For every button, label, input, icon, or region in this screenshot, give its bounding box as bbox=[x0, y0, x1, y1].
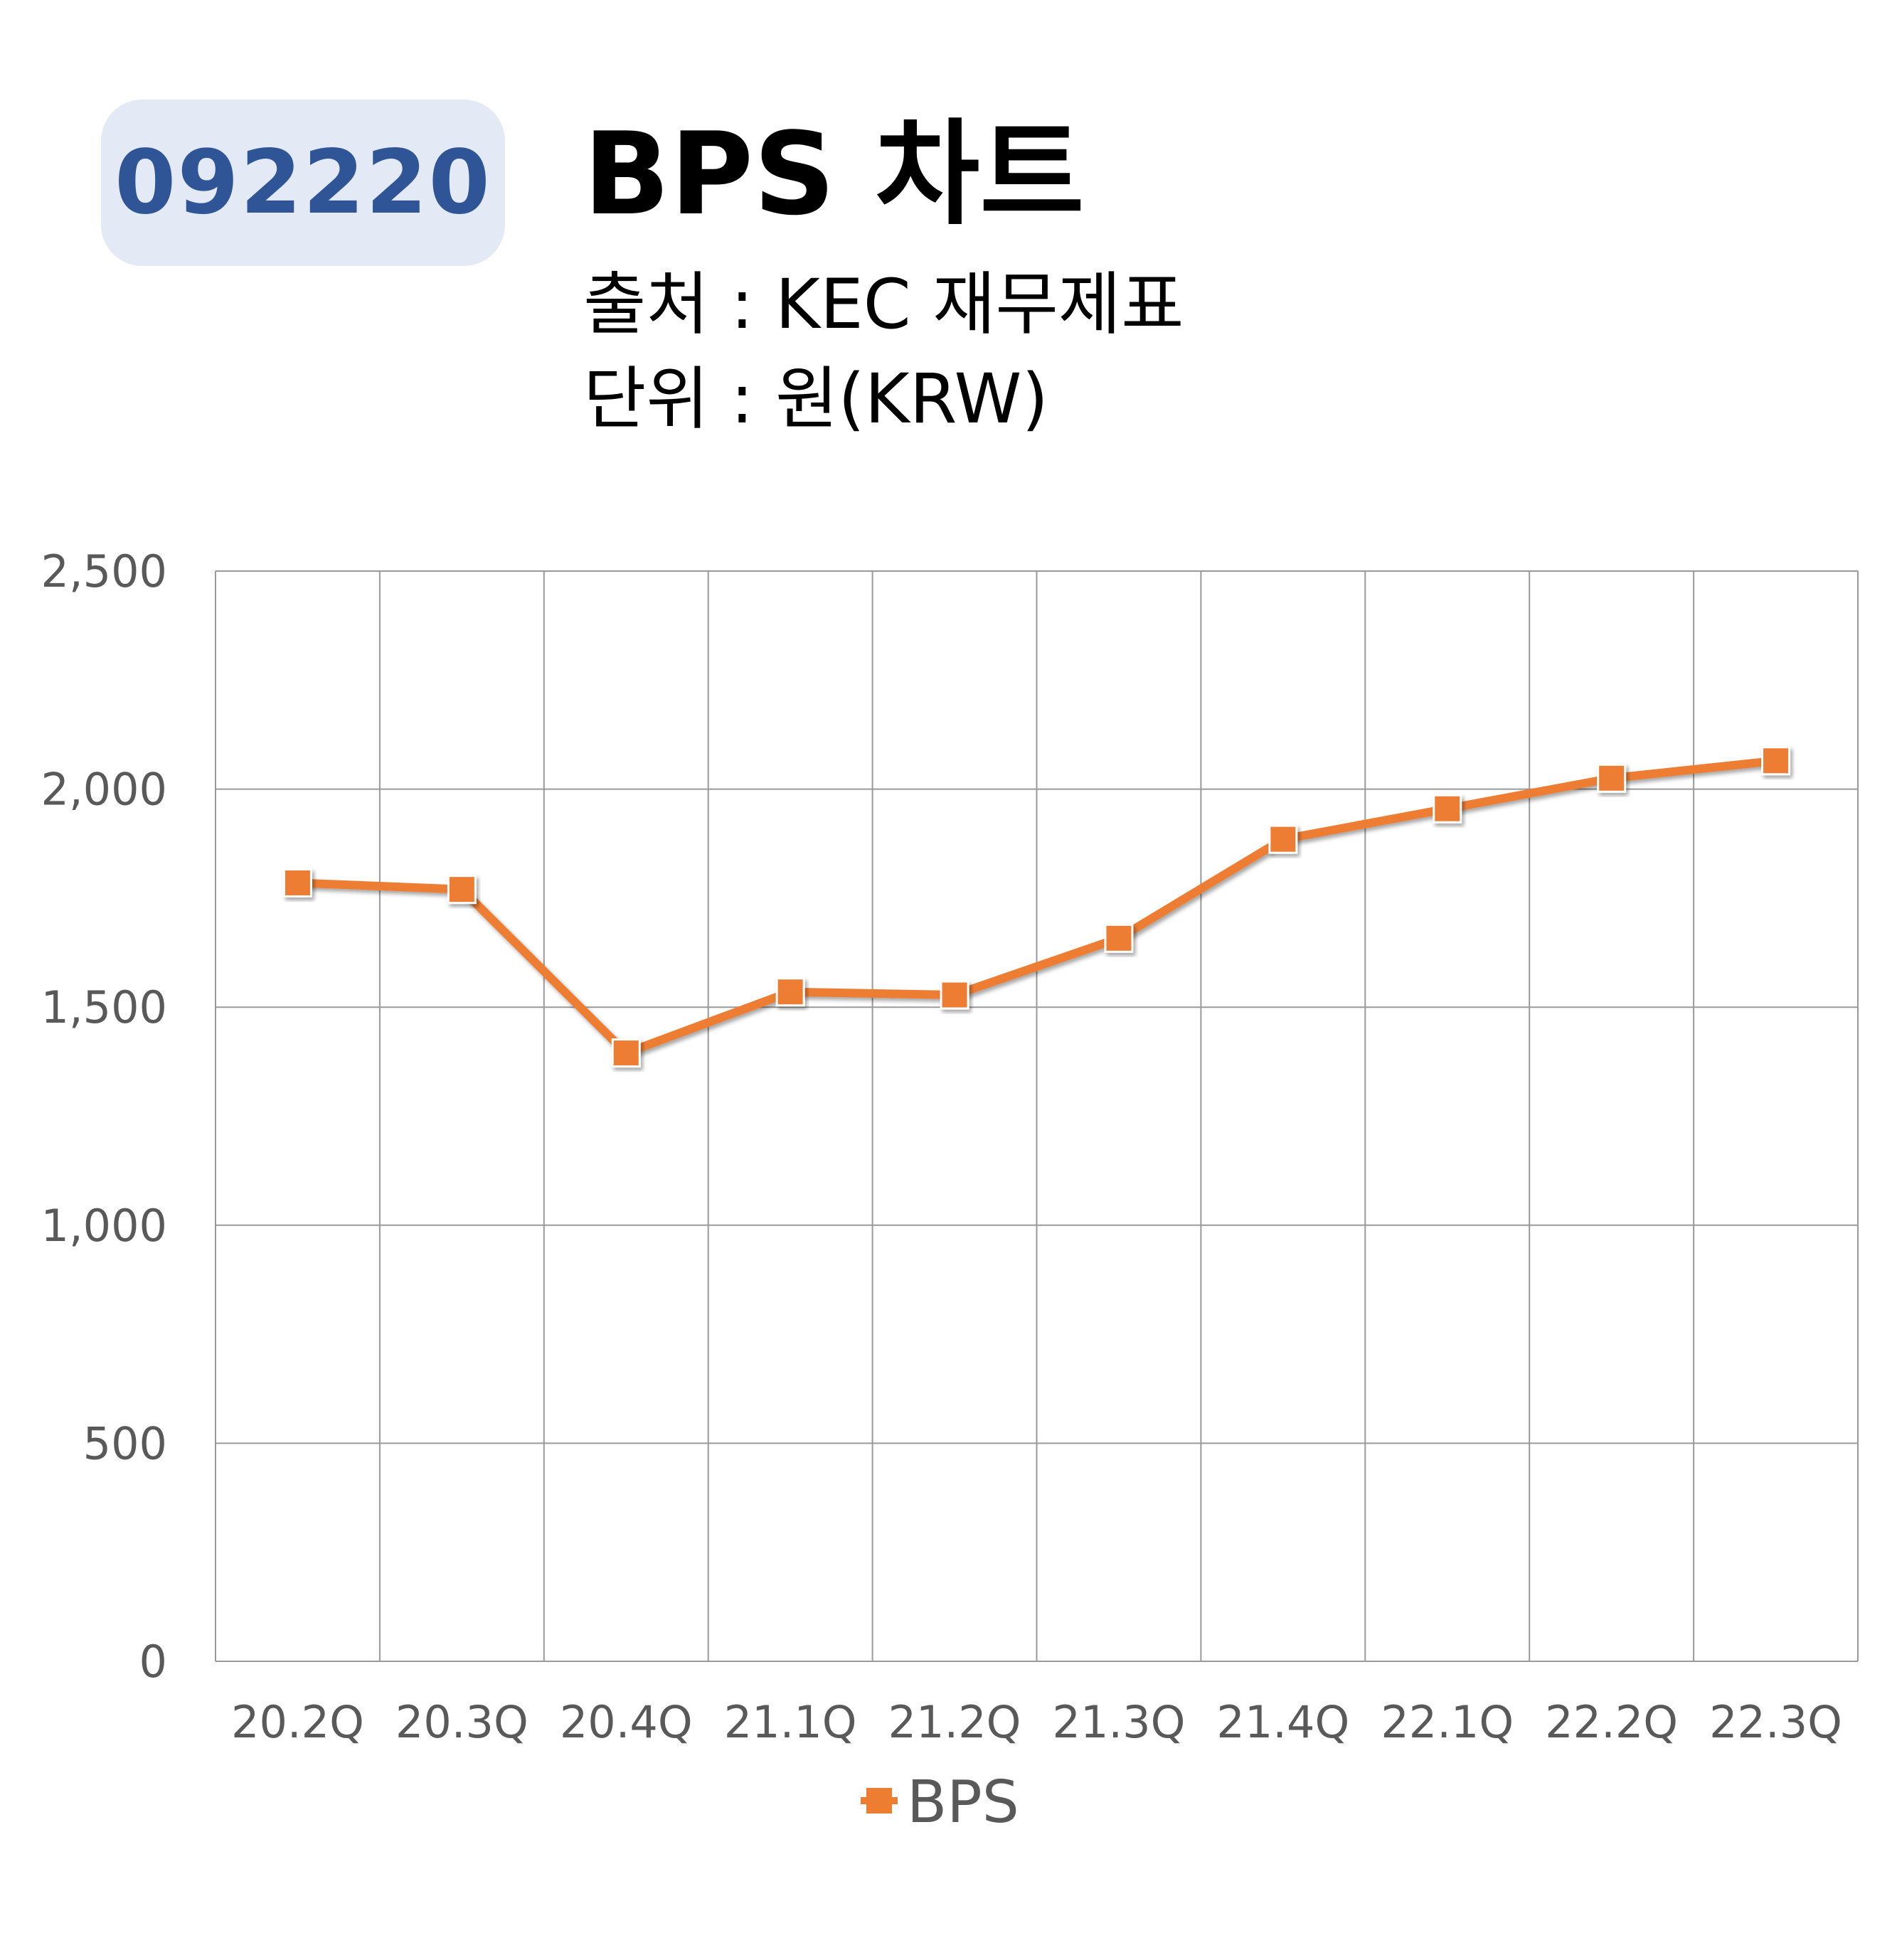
y-tick-label: 1,500 bbox=[41, 981, 168, 1033]
y-tick-label: 2,000 bbox=[41, 764, 168, 816]
x-tick-label: 21.3Q bbox=[1053, 1696, 1186, 1748]
data-point-marker bbox=[282, 868, 312, 898]
series-layer bbox=[282, 746, 1791, 1068]
x-tick-label: 21.1Q bbox=[724, 1696, 857, 1748]
x-axis-labels: 20.2Q 20.3Q 20.4Q 21.1Q 21.2Q 21.3Q 21.4Q 22.1Q… bbox=[231, 1696, 1842, 1748]
chart-title: BPS 차트 bbox=[583, 107, 1085, 240]
stock-code: 092220 bbox=[115, 132, 491, 234]
x-tick-label: 20.4Q bbox=[560, 1696, 693, 1748]
data-point-marker bbox=[775, 977, 805, 1007]
data-point-marker bbox=[1433, 794, 1462, 824]
x-tick-label: 22.1Q bbox=[1381, 1696, 1514, 1748]
legend: BPS bbox=[861, 1769, 1019, 1836]
unit-label: 단위 : 원(KRW) bbox=[583, 359, 1048, 439]
x-tick-label: 20.2Q bbox=[231, 1696, 364, 1748]
x-tick-label: 21.4Q bbox=[1216, 1696, 1349, 1748]
y-tick-label: 1,000 bbox=[41, 1200, 168, 1252]
data-point-marker bbox=[940, 980, 969, 1010]
data-point-marker bbox=[447, 875, 477, 905]
x-tick-label: 20.3Q bbox=[395, 1696, 528, 1748]
legend-label: BPS bbox=[907, 1769, 1019, 1836]
y-tick-label: 2,500 bbox=[41, 545, 168, 597]
stock-code-badge: 092220 bbox=[101, 100, 505, 266]
y-axis-labels: 0 500 1,000 1,500 2,000 2,500 bbox=[41, 545, 168, 1688]
data-point-marker bbox=[1268, 824, 1298, 854]
y-tick-label: 500 bbox=[83, 1417, 167, 1469]
x-tick-label: 22.2Q bbox=[1545, 1696, 1678, 1748]
data-point-marker bbox=[1761, 746, 1791, 776]
source-label: 출처 : KEC 재무제표 bbox=[583, 265, 1184, 344]
plot-grid bbox=[215, 570, 1859, 1662]
x-tick-label: 22.3Q bbox=[1709, 1696, 1842, 1748]
legend-marker bbox=[866, 1788, 892, 1813]
data-point-marker bbox=[1104, 923, 1134, 953]
data-point-marker bbox=[611, 1038, 641, 1068]
series-line-bps bbox=[293, 756, 1780, 1058]
y-tick-label: 0 bbox=[139, 1636, 167, 1688]
x-tick-label: 21.2Q bbox=[888, 1696, 1021, 1748]
data-point-marker bbox=[1597, 763, 1627, 793]
